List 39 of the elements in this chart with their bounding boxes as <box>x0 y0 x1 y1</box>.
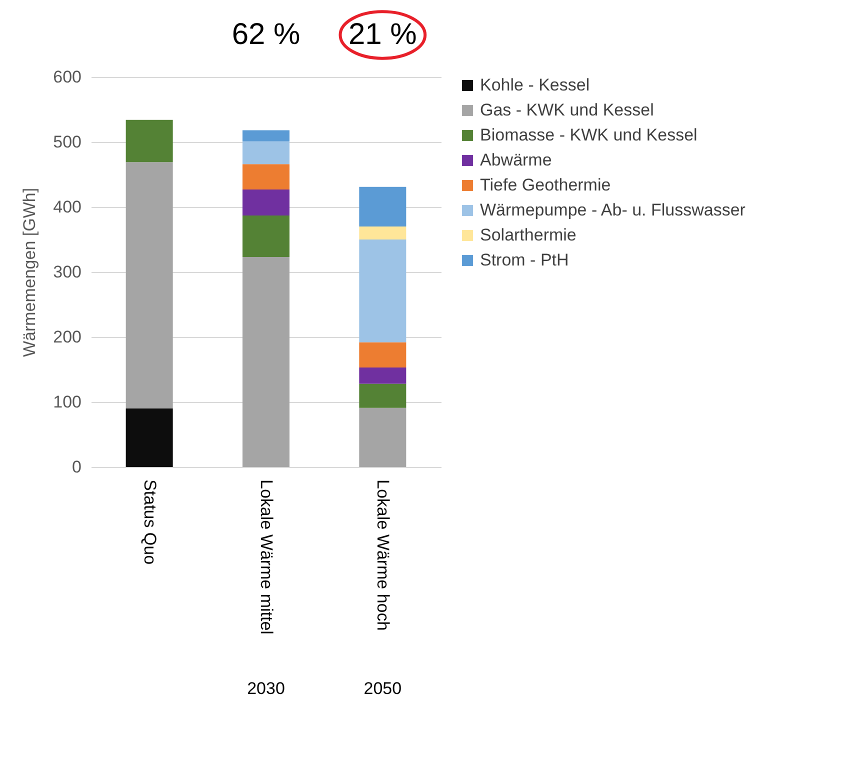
text: 62 % <box>232 18 300 51</box>
legend-label: Abwärme <box>480 150 552 170</box>
bar <box>242 189 290 216</box>
bar <box>359 384 406 408</box>
legend-label: Kohle - Kessel <box>480 76 590 94</box>
y-tick-label: 100 <box>53 392 82 412</box>
x-tick-label: Lokale Wärme mittel <box>257 480 276 634</box>
legend-label: Tiefe Geothermie <box>480 176 611 194</box>
legend-label: Wärmepumpe - Ab- u. Flusswasser <box>480 200 746 220</box>
y-tick-label: 300 <box>53 262 82 282</box>
legend-label: Strom - PtH <box>480 250 569 270</box>
text: 2050 <box>364 679 402 698</box>
bar <box>359 408 406 467</box>
y-tick-label: 600 <box>53 68 82 86</box>
bar <box>359 368 406 384</box>
bar <box>126 162 173 408</box>
bar <box>242 215 290 258</box>
legend-label: Biomasse - KWK und Kessel <box>480 126 698 144</box>
y-tick-label: 200 <box>53 328 82 346</box>
legend-label: Gas - KWK und Kessel <box>480 100 654 120</box>
bar <box>242 130 290 142</box>
x-tick-label: Lokale Wärme hoch <box>374 480 393 631</box>
y-tick-label: 400 <box>53 198 82 216</box>
y-tick-label: 0 <box>72 458 82 476</box>
bar <box>359 186 406 226</box>
y-axis-title: Wärmemengen [GWh] <box>20 188 40 358</box>
bar <box>359 240 406 342</box>
x-tick-label: Status Quo <box>140 480 160 565</box>
bar <box>126 408 173 467</box>
legend-label: Solarthermie <box>480 226 576 244</box>
text: 21 % <box>348 18 417 51</box>
bar <box>126 120 173 162</box>
text: 2030 <box>247 679 285 698</box>
y-tick-label: 500 <box>53 132 82 152</box>
bar <box>242 257 290 467</box>
bar <box>359 342 406 368</box>
bar <box>242 164 290 190</box>
bar <box>242 141 290 164</box>
bar <box>359 226 406 240</box>
